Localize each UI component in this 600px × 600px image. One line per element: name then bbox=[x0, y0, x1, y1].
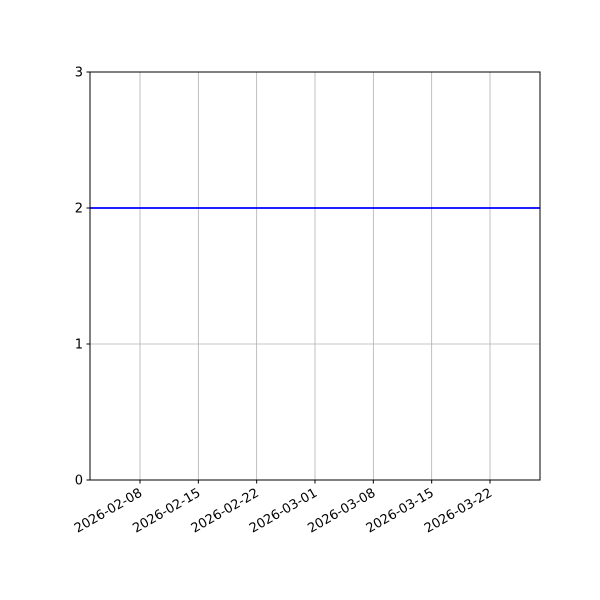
y-tick-label: 0 bbox=[75, 474, 83, 489]
y-tick-label: 3 bbox=[75, 66, 83, 81]
y-axis: 0 1 2 3 bbox=[75, 66, 90, 489]
x-axis: 2026-02-082026-02-152026-02-222026-03-01… bbox=[72, 480, 495, 536]
y-tick-label: 2 bbox=[75, 202, 83, 217]
y-tick-label: 1 bbox=[75, 338, 83, 353]
grid bbox=[90, 71, 540, 481]
